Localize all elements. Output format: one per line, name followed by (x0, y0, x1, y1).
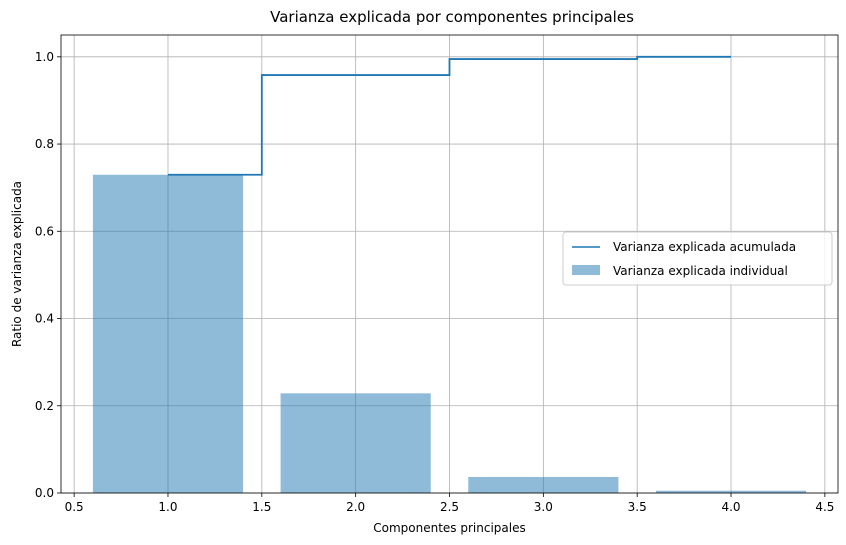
legend: Varianza explicada acumulada Varianza ex… (562, 231, 833, 286)
y-tick-label: 1.0 (35, 50, 54, 64)
x-tick-label: 3.0 (534, 500, 553, 514)
x-tick-label: 2.5 (440, 500, 459, 514)
chart-title: Varianza explicada por componentes princ… (270, 8, 634, 26)
legend-label-cumulative: Varianza explicada acumulada (613, 240, 796, 254)
legend-bar-swatch (572, 265, 600, 275)
bar-component-4 (655, 490, 807, 493)
x-tick-label: 0.5 (65, 500, 84, 514)
x-axis-ticks: 0.5 1.0 1.5 2.0 2.5 3.0 3.5 4.0 4.5 (65, 493, 834, 514)
x-tick-label: 4.0 (721, 500, 740, 514)
legend-box (562, 231, 833, 286)
y-tick-label: 0.6 (35, 224, 54, 238)
bar-component-3 (468, 476, 619, 493)
x-tick-label: 1.5 (252, 500, 271, 514)
y-tick-label: 0.2 (35, 399, 54, 413)
x-tick-label: 1.0 (158, 500, 177, 514)
y-tick-label: 0.0 (35, 486, 54, 500)
bar-component-2 (280, 393, 431, 493)
x-tick-label: 4.5 (815, 500, 834, 514)
step-series (167, 55, 732, 176)
y-axis-label: Ratio de varianza explicada (10, 181, 24, 347)
cumulative-variance-step-line (167, 55, 732, 176)
y-tick-label: 0.8 (35, 137, 54, 151)
x-axis-label: Componentes principales (373, 521, 525, 535)
y-axis-ticks: 0.0 0.2 0.4 0.6 0.8 1.0 (35, 50, 61, 500)
legend-label-individual: Varianza explicada individual (613, 264, 788, 278)
bar-component-1 (92, 174, 244, 493)
bar-series (92, 174, 807, 493)
x-tick-label: 3.5 (628, 500, 647, 514)
y-tick-label: 0.4 (35, 312, 54, 326)
x-tick-label: 2.0 (346, 500, 365, 514)
